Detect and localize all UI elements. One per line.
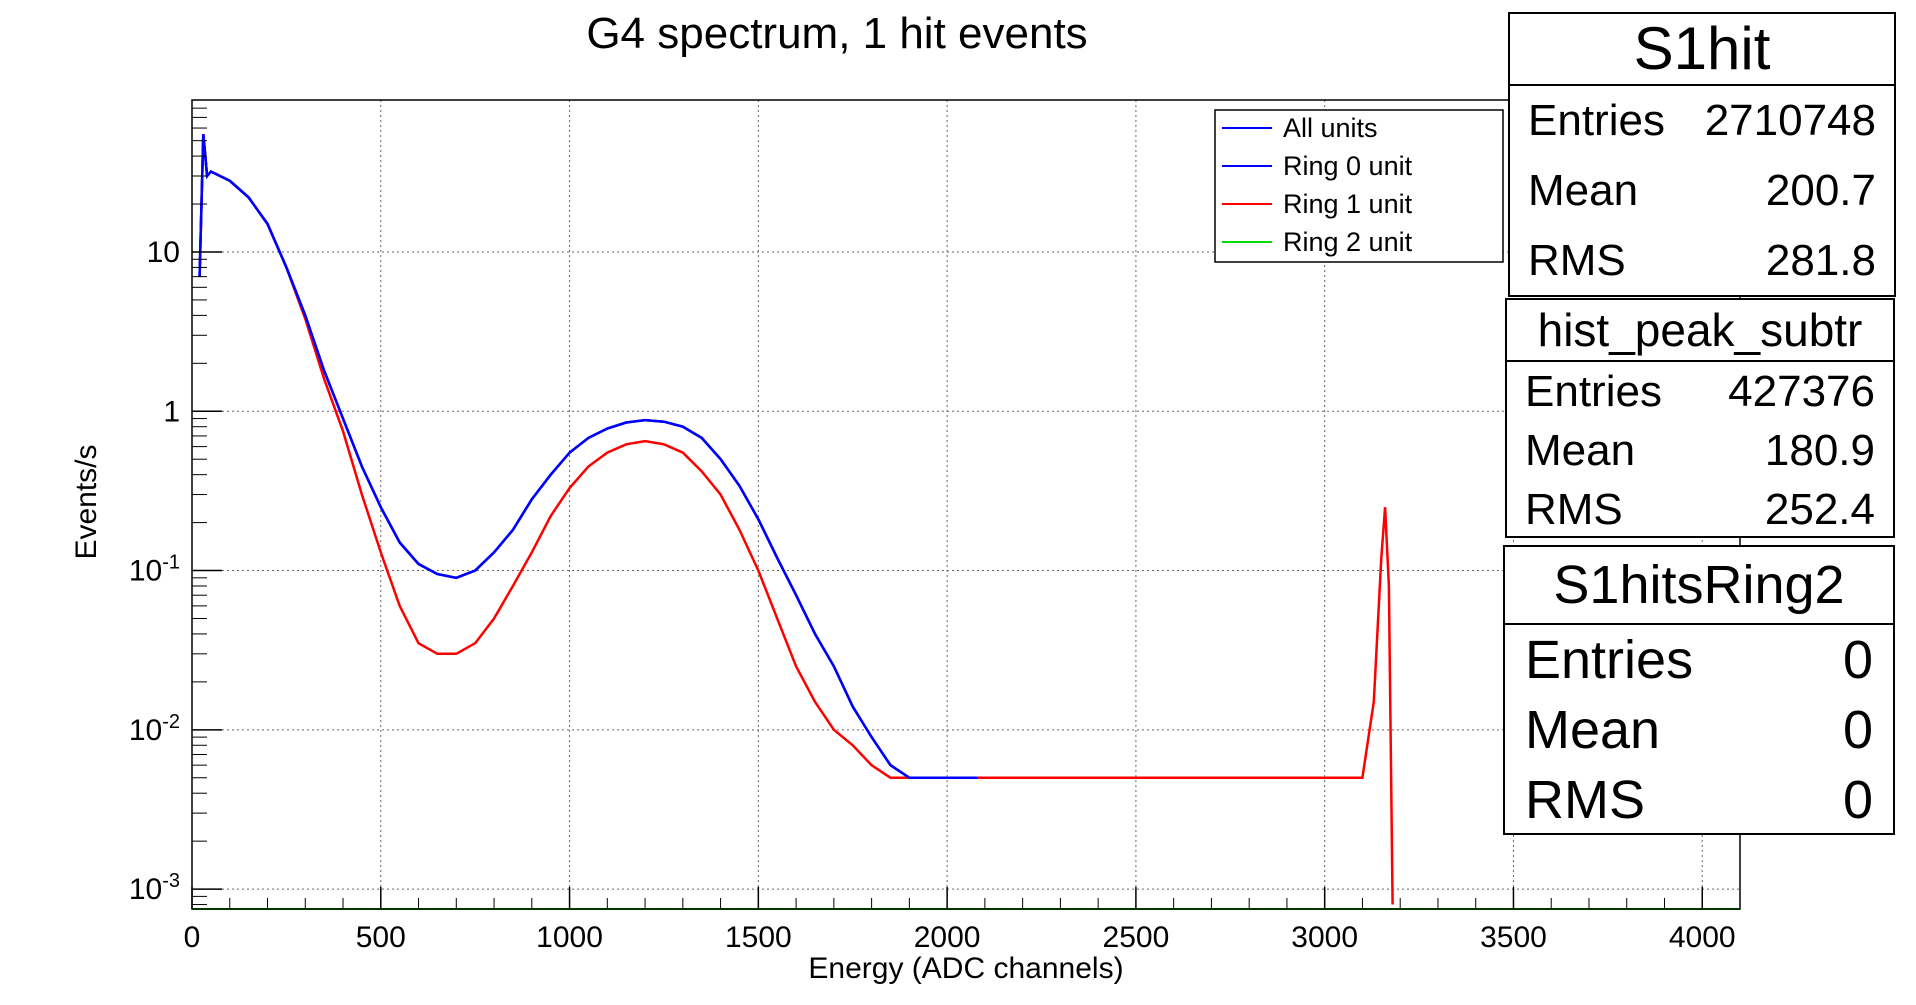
stats-box-hist-peak-subtr: hist_peak_subtr Entries 427376 Mean 180.… (1505, 298, 1895, 538)
x-tick-label: 3500 (1480, 921, 1547, 954)
stats-row-mean: Mean 200.7 (1510, 156, 1894, 226)
stats-label: Mean (1525, 700, 1661, 760)
legend: All units Ring 0 unit Ring 1 unit Ring 2 un… (1214, 109, 1504, 263)
stats-value: 0 (1842, 630, 1873, 690)
x-tick-label: 500 (356, 921, 406, 954)
stats-value: 427376 (1728, 367, 1875, 416)
legend-label: Ring 0 unit (1283, 151, 1413, 181)
stats-row-entries: Entries 2710748 (1510, 86, 1894, 156)
stats-row-entries: Entries 427376 (1507, 362, 1893, 421)
x-tick-label: 1500 (725, 921, 792, 954)
x-tick-label: 1000 (536, 921, 603, 954)
series-line-ring-0-unit (198, 133, 978, 780)
stats-row-mean: Mean 0 (1505, 695, 1893, 765)
legend-label: All units (1283, 113, 1378, 143)
stats-box-title: hist_peak_subtr (1507, 300, 1893, 362)
x-tick-label: 0 (184, 921, 201, 954)
stats-row-rms: RMS 252.4 (1507, 480, 1893, 539)
stats-value: 0 (1842, 770, 1873, 830)
stats-label: RMS (1528, 236, 1626, 285)
stats-label: Mean (1525, 426, 1636, 475)
stats-label: Entries (1528, 96, 1665, 145)
x-tick-label: 4000 (1669, 921, 1736, 954)
stats-label: RMS (1525, 485, 1623, 534)
stats-value: 200.7 (1765, 166, 1876, 215)
axes: 0 500 1000 1500 2000 2500 3000 3500 4000 10-3 10-2… (129, 107, 1736, 954)
y-tick-label: 10-2 (129, 711, 180, 747)
stats-value: 180.9 (1764, 426, 1875, 475)
y-tick-label: 10 (147, 236, 180, 269)
y-tick-label: 10-1 (129, 552, 180, 588)
stats-value: 281.8 (1765, 236, 1876, 285)
stats-row-entries: Entries 0 (1505, 625, 1893, 695)
stats-box-title: S1hit (1510, 14, 1894, 86)
y-tick-label: 1 (163, 395, 180, 428)
stats-label: Entries (1525, 630, 1694, 690)
legend-box (1214, 109, 1504, 263)
chart-title: G4 spectrum, 1 hit events (586, 9, 1087, 58)
stats-box-title: S1hitsRing2 (1505, 547, 1893, 625)
stats-value: 2710748 (1704, 96, 1876, 145)
stats-row-rms: RMS 281.8 (1510, 226, 1894, 296)
stats-row-mean: Mean 180.9 (1507, 421, 1893, 480)
stats-box-s1hitsring2: S1hitsRing2 Entries 0 Mean 0 RMS 0 (1503, 545, 1895, 835)
stats-box-s1hit: S1hit Entries 2710748 Mean 200.7 RMS 281… (1508, 12, 1896, 297)
x-tick-label: 3000 (1291, 921, 1358, 954)
legend-label: Ring 2 unit (1283, 227, 1413, 257)
stats-label: Entries (1525, 367, 1662, 416)
stats-label: RMS (1525, 770, 1645, 830)
legend-label: Ring 1 unit (1283, 189, 1413, 219)
x-axis-label: Energy (ADC channels) (808, 952, 1123, 985)
stats-row-rms: RMS 0 (1505, 765, 1893, 835)
y-axis-label: Events/s (70, 444, 103, 559)
stats-value: 0 (1842, 700, 1873, 760)
x-tick-label: 2500 (1103, 921, 1170, 954)
x-tick-label: 2000 (914, 921, 981, 954)
stats-value: 252.4 (1764, 485, 1875, 534)
stats-label: Mean (1528, 166, 1639, 215)
y-tick-label: 10-3 (129, 870, 180, 906)
